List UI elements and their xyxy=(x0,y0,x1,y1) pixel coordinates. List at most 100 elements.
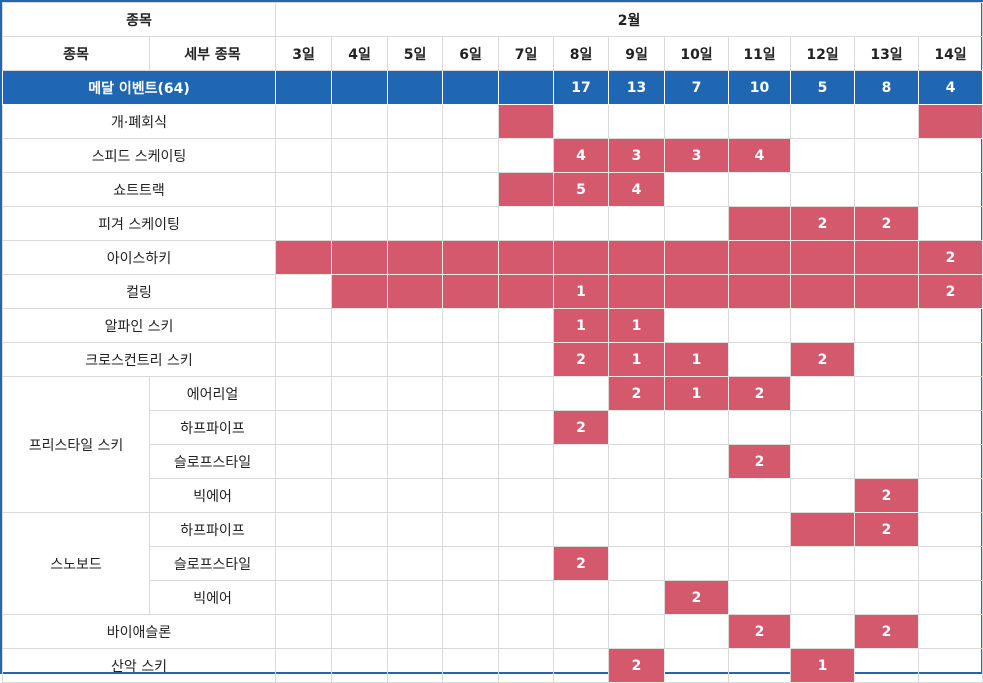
medal-count xyxy=(442,70,500,105)
event-day-cell xyxy=(664,104,730,139)
event-row: 알파인 스키 1 1 xyxy=(1,308,983,343)
event-day-cell xyxy=(553,648,610,683)
event-day-cell xyxy=(790,376,856,411)
event-day-cell xyxy=(790,580,856,615)
event-day-cell-active: 1 xyxy=(553,308,610,343)
event-day-cell xyxy=(387,206,444,241)
event-day-cell-active: 2 xyxy=(553,342,610,377)
event-day-cell xyxy=(553,104,610,139)
event-day-cell xyxy=(918,648,983,683)
event-day-cell xyxy=(608,580,666,615)
event-row: 빅에어 2 xyxy=(3,580,983,615)
event-day-cell-active: 1 xyxy=(608,342,666,377)
event-day-cell xyxy=(728,512,792,547)
header-sport: 종목 xyxy=(1,2,277,37)
event-day-cell xyxy=(790,478,856,513)
event-sub-name: 하프파이프 xyxy=(148,410,277,445)
event-day-cell xyxy=(387,104,444,139)
event-day-cell xyxy=(728,648,792,683)
event-day-cell xyxy=(442,342,500,377)
event-day-cell xyxy=(664,172,730,207)
event-row: 하프파이프 2 xyxy=(3,410,983,445)
event-name: 산악 스키 xyxy=(1,648,277,683)
event-day-cell xyxy=(275,274,333,309)
day-header: 14일 xyxy=(918,36,983,71)
event-row: 빅에어 2 xyxy=(3,478,983,513)
event-group-name: 프리스타일 스키 xyxy=(2,376,150,513)
event-day-cell xyxy=(275,512,333,547)
event-day-cell xyxy=(387,376,444,411)
event-day-cell-active: 2 xyxy=(854,512,920,547)
event-day-cell xyxy=(442,546,500,581)
event-day-cell-active: 1 xyxy=(608,308,666,343)
event-day-cell xyxy=(664,614,730,649)
day-header: 10일 xyxy=(664,36,730,71)
event-day-cell xyxy=(790,546,856,581)
event-day-cell xyxy=(331,614,389,649)
event-day-cell-active: 4 xyxy=(608,172,666,207)
event-day-cell xyxy=(664,648,730,683)
event-name: 피겨 스케이팅 xyxy=(1,206,277,241)
event-day-cell-active: 2 xyxy=(918,240,983,275)
event-day-cell xyxy=(331,410,389,445)
event-day-cell xyxy=(442,512,500,547)
event-day-cell xyxy=(553,206,610,241)
event-day-cell xyxy=(918,614,983,649)
event-day-cell xyxy=(387,614,444,649)
event-group-name: 스노보드 xyxy=(2,512,150,615)
event-sub-name: 빅에어 xyxy=(148,478,277,513)
event-day-cell xyxy=(498,308,555,343)
event-day-cell xyxy=(442,444,500,479)
event-day-cell xyxy=(553,512,610,547)
day-header: 4일 xyxy=(331,36,389,71)
event-day-cell xyxy=(387,342,444,377)
event-day-cell-active xyxy=(498,104,555,139)
event-day-cell xyxy=(918,308,983,343)
event-sub-name: 빅에어 xyxy=(148,580,277,615)
event-day-cell xyxy=(498,546,555,581)
event-day-cell xyxy=(498,342,555,377)
header-row-month: 종목 2월 xyxy=(1,2,983,37)
event-day-cell xyxy=(728,478,792,513)
event-day-cell xyxy=(331,342,389,377)
event-day-cell xyxy=(854,546,920,581)
event-day-cell xyxy=(728,308,792,343)
event-day-cell-active: 2 xyxy=(854,614,920,649)
event-day-cell xyxy=(331,444,389,479)
event-day-cell xyxy=(664,410,730,445)
event-day-cell xyxy=(387,138,444,173)
event-day-cell xyxy=(790,308,856,343)
event-day-cell-active xyxy=(790,512,856,547)
event-day-cell-active xyxy=(608,240,666,275)
event-day-cell xyxy=(498,138,555,173)
event-day-cell xyxy=(608,546,666,581)
event-day-cell xyxy=(498,444,555,479)
event-day-cell xyxy=(918,410,983,445)
header-row-days: 종목 세부 종목 3일 4일 5일 6일 7일 8일 9일 10일 11일 12일 13일 14일 xyxy=(2,36,983,71)
event-day-cell-active xyxy=(442,240,500,275)
event-day-cell-active: 3 xyxy=(664,138,730,173)
event-day-cell xyxy=(854,342,920,377)
event-day-cell-active xyxy=(275,240,333,275)
event-day-cell xyxy=(442,104,500,139)
event-day-cell xyxy=(498,512,555,547)
event-day-cell-active: 4 xyxy=(553,138,610,173)
event-day-cell-active: 2 xyxy=(854,478,920,513)
event-day-cell xyxy=(331,478,389,513)
event-name: 크로스컨트리 스키 xyxy=(1,342,277,377)
event-day-cell xyxy=(442,410,500,445)
day-header: 9일 xyxy=(608,36,666,71)
event-day-cell-active: 2 xyxy=(918,274,983,309)
event-day-cell xyxy=(553,444,610,479)
day-header: 12일 xyxy=(790,36,856,71)
event-day-cell-active: 2 xyxy=(728,444,792,479)
medal-count: 7 xyxy=(664,70,730,105)
event-day-cell xyxy=(331,512,389,547)
event-day-cell xyxy=(918,512,983,547)
event-day-cell xyxy=(442,614,500,649)
event-sub-name: 슬로프스타일 xyxy=(148,444,277,479)
header-month: 2월 xyxy=(275,2,983,37)
event-day-cell xyxy=(275,104,333,139)
event-day-cell xyxy=(331,376,389,411)
